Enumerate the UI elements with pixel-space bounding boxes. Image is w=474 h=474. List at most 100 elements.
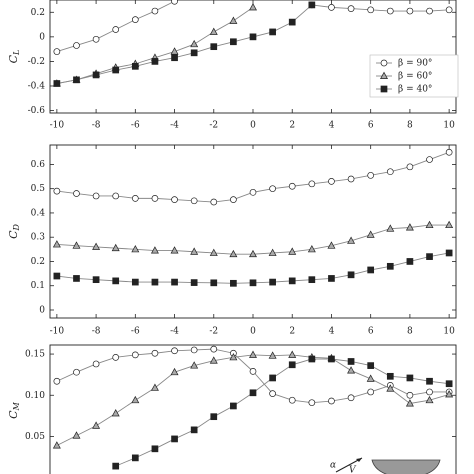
x-tick-label: 8 <box>407 327 413 337</box>
alpha-label: α <box>330 461 336 471</box>
marker-triangle <box>190 39 199 48</box>
legend-label: β = 40° <box>398 85 432 95</box>
marker-circle <box>367 171 375 179</box>
y-axis-label-sub: M <box>12 401 21 411</box>
marker-square <box>426 377 433 385</box>
marker-circle <box>190 346 198 354</box>
marker-square <box>53 272 61 280</box>
x-tick-label: 0 <box>250 121 256 131</box>
marker-square <box>112 66 120 74</box>
marker-triangle <box>425 395 434 404</box>
x-tick-label: 6 <box>368 327 374 337</box>
marker-square <box>269 28 276 36</box>
marker-square <box>112 277 120 285</box>
marker-square <box>151 445 159 453</box>
marker-circle <box>73 42 80 49</box>
plot-frame <box>49 344 457 474</box>
y-axis-label: CD <box>7 224 21 239</box>
legend-label: β = 60° <box>398 72 432 82</box>
marker-square <box>426 253 433 260</box>
y-tick-label: 0.05 <box>25 432 45 442</box>
marker-circle <box>131 195 139 202</box>
marker-square <box>308 276 316 284</box>
y-tick-label: -0.4 <box>28 81 46 91</box>
marker-triangle <box>347 236 356 244</box>
marker-triangle <box>327 241 336 249</box>
y-tick-label: 0.4 <box>31 208 46 218</box>
marker-square <box>53 80 61 87</box>
marker-circle <box>112 354 120 361</box>
marker-square <box>249 279 257 287</box>
marker-square <box>288 18 296 26</box>
legend-marker <box>380 59 388 67</box>
marker-triangle <box>268 351 277 359</box>
marker-square <box>288 277 296 285</box>
marker-triangle <box>405 399 414 407</box>
y-tick-label: 0.6 <box>31 160 46 170</box>
marker-square <box>367 362 375 369</box>
marker-circle <box>328 397 335 405</box>
marker-circle <box>131 351 139 359</box>
marker-circle <box>347 394 355 402</box>
marker-square <box>328 355 335 363</box>
marker-circle <box>308 180 316 188</box>
marker-triangle <box>131 245 140 253</box>
x-tick-label: 10 <box>443 121 455 131</box>
marker-circle <box>92 360 100 368</box>
marker-triangle <box>72 241 81 249</box>
marker-square <box>367 266 375 274</box>
marker-triangle <box>386 224 395 232</box>
marker-circle <box>112 26 120 33</box>
x-tick-label: 4 <box>329 121 335 131</box>
marker-circle <box>112 192 120 200</box>
legend-label: β = 90° <box>398 59 432 69</box>
marker-circle <box>288 182 296 190</box>
marker-square <box>249 33 257 41</box>
marker-triangle <box>111 409 120 417</box>
marker-triangle <box>209 27 218 35</box>
marker-circle <box>406 7 414 15</box>
marker-triangle <box>268 248 277 256</box>
marker-square <box>92 276 100 284</box>
marker-circle <box>445 6 453 14</box>
marker-square <box>230 38 237 46</box>
marker-square <box>347 271 355 279</box>
marker-circle <box>249 188 257 196</box>
marker-circle <box>445 148 453 156</box>
marker-square <box>269 278 276 286</box>
marker-circle <box>190 197 198 205</box>
x-tick-label: 4 <box>329 327 335 337</box>
x-tick-label: 6 <box>368 121 374 131</box>
marker-circle <box>151 195 159 202</box>
marker-circle <box>73 190 80 197</box>
marker-square <box>249 389 257 397</box>
y-axis-label-sub: L <box>12 50 21 56</box>
x-tick-label: -8 <box>92 121 101 131</box>
y-tick-label: 0.5 <box>31 184 46 194</box>
body-shape <box>371 459 441 474</box>
marker-triangle <box>170 367 179 376</box>
marker-square <box>445 380 453 388</box>
y-tick-label: 0 <box>39 32 45 42</box>
marker-circle <box>426 156 433 163</box>
marker-triangle <box>288 350 297 358</box>
x-tick-label: -2 <box>209 327 218 337</box>
marker-triangle <box>72 431 81 439</box>
marker-circle <box>131 16 139 24</box>
inset-diagram: α V <box>330 457 441 474</box>
y-tick-label: 0.10 <box>25 391 45 401</box>
marker-circle <box>386 168 394 176</box>
x-tick-label: 2 <box>289 327 295 337</box>
marker-triangle <box>52 240 61 248</box>
marker-triangle <box>425 220 434 229</box>
marker-circle <box>328 178 335 185</box>
marker-circle <box>92 192 100 200</box>
marker-circle <box>92 35 100 43</box>
legend-marker <box>380 85 388 93</box>
marker-circle <box>426 7 433 15</box>
marker-circle <box>151 7 159 15</box>
marker-circle <box>73 368 80 376</box>
y-tick-label: 0.2 <box>31 257 45 267</box>
marker-square <box>308 1 316 9</box>
marker-circle <box>367 6 375 14</box>
